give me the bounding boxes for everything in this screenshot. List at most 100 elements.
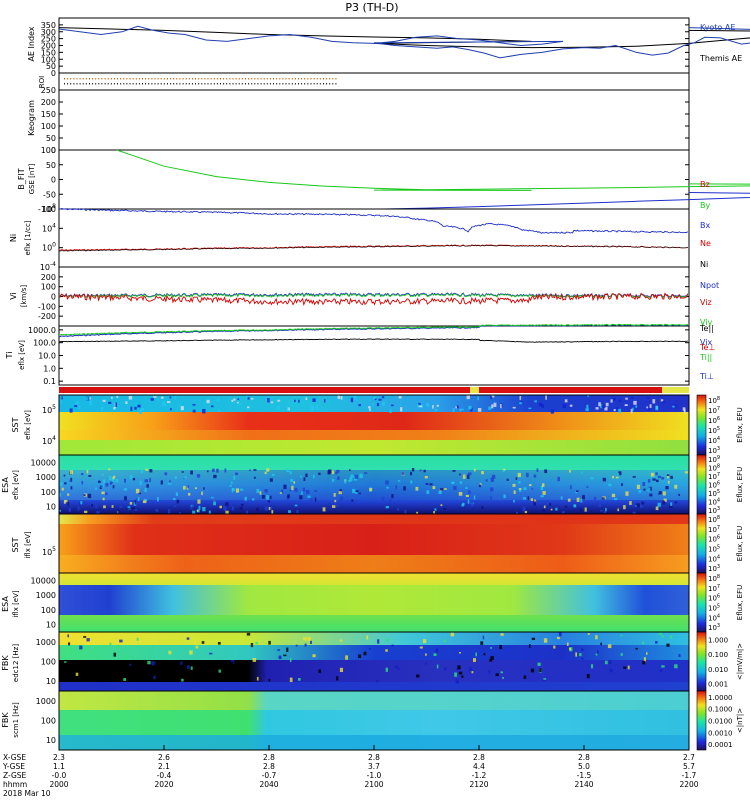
esa-e-speck xyxy=(268,507,271,510)
esa-e-speck xyxy=(517,472,521,478)
esa-e-speck xyxy=(404,509,407,514)
esa-e-speck xyxy=(506,478,509,481)
esa-e-speck xyxy=(332,505,336,508)
fbk-e-speck xyxy=(425,653,427,656)
roi-dot xyxy=(204,78,206,80)
esa-e-speck xyxy=(69,470,74,475)
roi-dot xyxy=(95,83,97,85)
roi-dot xyxy=(251,78,253,80)
esa-e-speck xyxy=(462,502,465,506)
fbk-e-speck xyxy=(369,647,372,650)
sst-e-speck xyxy=(598,402,601,407)
esa-e-speck xyxy=(580,498,583,503)
esa-e-speck xyxy=(570,485,572,490)
roi-dot xyxy=(151,83,153,85)
roi-dot xyxy=(82,78,84,80)
esa-e-speck xyxy=(663,498,667,502)
ae-tick-label-0: 0 xyxy=(51,69,56,78)
density-units: eflx [1/cc] xyxy=(24,220,32,255)
esa-e-speck xyxy=(354,474,358,479)
esa-e-speck xyxy=(256,489,260,493)
sst-e-speck xyxy=(192,404,196,406)
esa-e-speck xyxy=(69,479,72,482)
fbk-e-speck xyxy=(523,675,527,679)
x-col-3-row-3: 2100 xyxy=(364,780,383,789)
esa-e-speck xyxy=(246,510,249,515)
bfit-ylabel: B_FIT xyxy=(17,168,26,189)
roi-dot xyxy=(223,78,225,80)
esa-e-speck xyxy=(336,504,339,507)
sst-i-top xyxy=(59,514,689,524)
roi-dot xyxy=(148,83,150,85)
fbk-e-speck xyxy=(419,646,423,649)
esa-e-speck xyxy=(231,506,235,511)
sst-e-speck xyxy=(134,403,138,406)
esa-e-tick-label-3: 10 xyxy=(46,503,56,512)
fbk-e-speck xyxy=(567,642,569,646)
roi-dot xyxy=(157,83,159,85)
sst-e-speck xyxy=(618,408,622,413)
x-col-0-row-0: 2.3 xyxy=(53,753,65,762)
x-col-6-row-3: 2200 xyxy=(679,780,698,789)
esa-e-speck xyxy=(657,493,660,495)
sst-e-speck xyxy=(138,409,143,414)
esa-e-speck xyxy=(94,487,98,490)
fbk-e-speck xyxy=(318,669,321,674)
keogram-yticks: 0 50 100 150 200 250 xyxy=(41,86,689,155)
roi-dot xyxy=(79,78,81,80)
roi-dot xyxy=(288,78,290,80)
x-col-4-row-0: 2.8 xyxy=(473,753,485,762)
x-col-0-row-3: 2000 xyxy=(49,780,68,789)
bfit-tick-label-3: 50 xyxy=(46,161,56,170)
esa-e-speck xyxy=(149,469,153,473)
esa-e-speck xyxy=(81,473,84,476)
esa-e-speck xyxy=(294,487,298,492)
esa-e-speck xyxy=(542,509,546,512)
esa-e-speck xyxy=(416,511,419,515)
esa-e-speck xyxy=(286,468,290,472)
roi-dot xyxy=(142,83,143,85)
esa-e-speck xyxy=(230,500,234,505)
roi-dot xyxy=(92,78,94,80)
esa-e-speck xyxy=(678,493,680,496)
esa-e-speck xyxy=(211,496,214,499)
sst-e-speck xyxy=(391,404,394,407)
esa-e-speck xyxy=(385,506,390,509)
esa-e-speck xyxy=(593,496,597,500)
esa-e-speck xyxy=(674,484,678,489)
esa-i-cbar-tick-5: 108 xyxy=(708,574,720,583)
esa-e-speck xyxy=(518,481,521,484)
esa-e-speck xyxy=(432,486,436,490)
velocity-viy-line xyxy=(58,293,689,299)
esa-e-speck xyxy=(67,501,70,507)
esa-e-speck xyxy=(549,511,552,515)
esa-e-speck xyxy=(318,472,321,475)
x-col-0-row-2: -0.0 xyxy=(52,771,67,780)
velocity-vix-line xyxy=(58,292,689,298)
esa-i-cbar-tick-3: 106 xyxy=(708,594,720,603)
roi-dot xyxy=(110,78,112,80)
esa-e-speck xyxy=(526,472,529,478)
sst-e-speck xyxy=(550,409,555,414)
roi-dot xyxy=(173,83,175,85)
x-row-label-2: Z-GSE xyxy=(3,771,27,780)
fbk-e-speck xyxy=(666,643,670,647)
roi-dot xyxy=(185,78,187,80)
sst-e-speck xyxy=(455,406,457,409)
fbk-e-speck xyxy=(218,669,221,673)
roi-dot xyxy=(229,83,231,85)
roi-dot xyxy=(167,83,168,85)
esa-e-speck xyxy=(103,505,106,509)
fbk-e-r1 xyxy=(59,632,689,645)
esa-e-speck xyxy=(542,491,546,495)
fbk-e-speck xyxy=(495,673,499,677)
roi-dot xyxy=(104,78,106,80)
esa-e-speck xyxy=(219,505,222,509)
esa-e-speck xyxy=(580,471,583,474)
fbk-e-speck xyxy=(187,665,190,669)
esa-e-speck xyxy=(64,499,68,503)
esa-e-speck xyxy=(648,487,651,490)
esa-e-speck xyxy=(531,487,534,490)
sst-e-speck xyxy=(174,396,177,400)
esa-e-speck xyxy=(576,490,579,493)
